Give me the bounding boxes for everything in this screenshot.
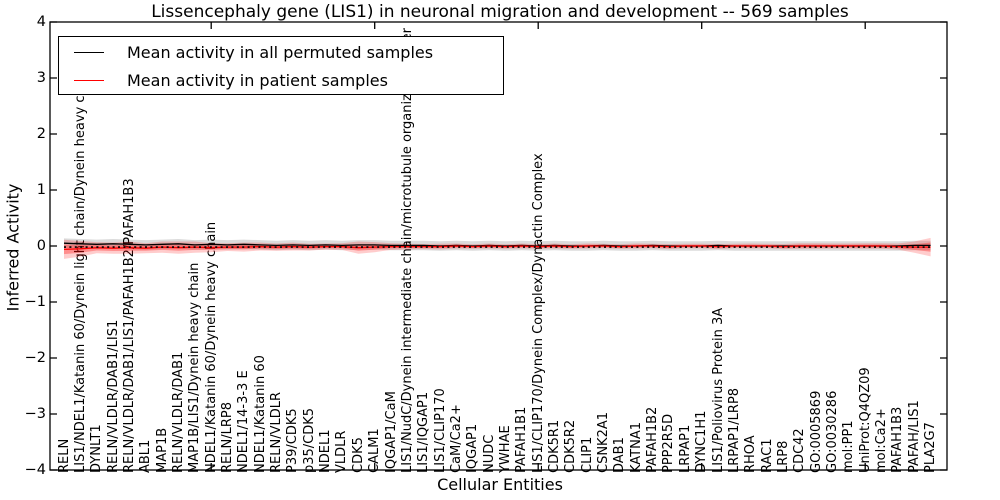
patient-range-band-outer	[64, 237, 931, 259]
y-tick-label: −4	[24, 462, 46, 478]
x-tick-label: RAC1	[759, 438, 775, 473]
x-tick-label: KATNA1	[628, 421, 644, 473]
x-tick-label: LRP8	[775, 440, 791, 473]
legend-entry-patient: Mean activity in patient samples	[59, 66, 388, 94]
legend-entry-permuted: Mean activity in all permuted samples	[59, 38, 433, 66]
x-tick-label: MAP1B	[154, 427, 170, 473]
x-tick-label: LRPAP1	[677, 424, 693, 473]
x-tick-label: mol:PP1	[841, 420, 857, 473]
x-tick-label: RELN/LRP8	[220, 402, 235, 473]
legend-label-patient: Mean activity in patient samples	[127, 70, 388, 90]
y-tick-label: 3	[36, 70, 46, 86]
x-tick-label: PAFAH1B1	[514, 406, 530, 473]
x-tick-label: DAB1	[612, 437, 628, 473]
x-tick-label: MAP1B/LIS1/Dynein heavy chain	[187, 262, 203, 473]
x-tick-label: ABL1	[138, 439, 154, 473]
permuted-mean-line	[63, 242, 931, 247]
x-tick-label: LIS1/IQGAP1	[416, 391, 432, 473]
x-tick-label: LIS1/CLIP170	[432, 388, 448, 473]
patient-line-sample-icon	[74, 79, 104, 81]
y-tick-label: 0	[36, 238, 46, 254]
x-tick-label: NDEL1/Katanin 60	[252, 355, 268, 473]
x-tick-label: RELN	[56, 438, 72, 473]
x-tick-label: UniProt:Q4QZ09	[857, 367, 873, 473]
x-tick-label: NUDC	[481, 434, 497, 473]
x-tick-label: RHOA	[743, 435, 759, 473]
y-tick-label: −1	[24, 294, 46, 310]
x-tick-label: CLIP1	[579, 436, 595, 473]
x-tick-label: YWHAE	[497, 425, 513, 473]
x-tick-label: RELN/VLDLR/DAB1/LIS1/PAFAH1B2/PAFAH1B3	[121, 178, 137, 473]
x-tick-label: CDC42	[792, 428, 808, 473]
x-tick-label: VLDLR	[334, 430, 350, 473]
x-tick-label: NDEL1/14-3-3 E	[236, 370, 252, 473]
patient-range-band-inner	[64, 242, 931, 255]
x-tick-label: GO:0030286	[824, 390, 840, 473]
y-tick-label: 1	[36, 182, 46, 198]
x-tick-label: PAFAH/LIS1	[906, 400, 922, 473]
x-tick-label: LIS1/NDEL1/Katanin 60/Dynein light chain…	[72, 67, 88, 473]
x-tick-label: GO:0005869	[808, 390, 824, 473]
permuted-range-band	[64, 238, 931, 251]
x-tick-label: LIS1/Poliovirus Protein 3A	[710, 307, 726, 473]
x-tick-label: DYNLT1	[89, 424, 105, 473]
permuted-line-sample-icon	[74, 51, 104, 53]
x-tick-label: IQGAP1/CaM	[383, 391, 399, 473]
legend-label-permuted: Mean activity in all permuted samples	[127, 42, 434, 62]
x-tick-label: CDK5R1	[547, 419, 562, 473]
y-tick-label: 2	[36, 126, 46, 142]
x-tick-label: NDEL1/Katanin 60/Dynein heavy chain	[203, 221, 219, 473]
x-tick-label: mol:Ca2+	[874, 408, 889, 473]
x-tick-label: CDK5R2	[563, 419, 579, 473]
x-tick-label: PLA2G7	[923, 422, 939, 473]
x-tick-label: DYNC1H1	[694, 410, 710, 473]
x-tick-label: NDEL1	[318, 429, 334, 473]
x-tick-label: CSNK2A1	[596, 411, 612, 473]
x-tick-label: CALM1	[367, 428, 383, 473]
x-tick-label: CaM/Ca2+	[448, 404, 464, 473]
x-tick-label: p35/CDK5	[301, 407, 317, 473]
x-tick-label: RELN/VLDLR/DAB1	[170, 351, 186, 473]
x-tick-label: IQGAP1	[465, 423, 481, 473]
x-axis-label: Cellular Entities	[437, 475, 563, 494]
x-tick-label: LIS1/CLIP170/Dynein Complex/Dynactin Com…	[530, 153, 546, 473]
x-tick-label: PAFAH1B3	[890, 406, 906, 473]
y-tick-label: −3	[24, 406, 46, 422]
x-tick-label: PPP2R5D	[661, 413, 677, 473]
x-tick-label: LRPAP1/LRP8	[726, 387, 742, 473]
patient-mean-line	[63, 245, 931, 251]
y-tick-label: 4	[36, 14, 46, 30]
x-tick-label: CDK5	[350, 437, 366, 473]
x-tick-label: RELN/VLDLR/DAB1/LIS1	[105, 319, 121, 473]
x-tick-label: PAFAH1B2	[645, 406, 661, 473]
chart-title: Lissencephaly gene (LIS1) in neuronal mi…	[151, 2, 849, 22]
y-tick-label: −2	[24, 350, 46, 366]
x-tick-label: P39/CDK5	[285, 408, 301, 473]
legend-box: Mean activity in all permuted samples Me…	[58, 36, 504, 95]
x-tick-label: RELN/VLDLR	[269, 391, 285, 473]
